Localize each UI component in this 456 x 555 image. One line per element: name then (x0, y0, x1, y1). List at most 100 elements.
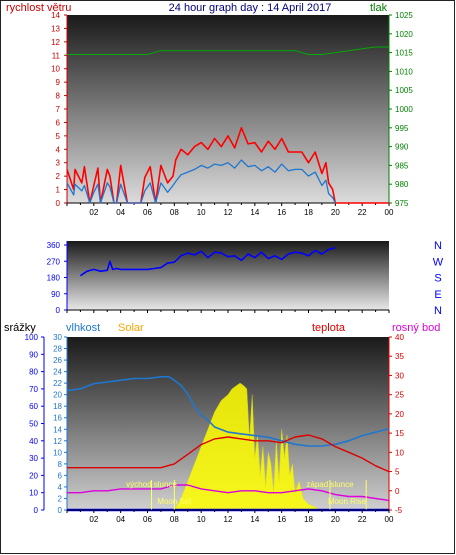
wind-average-line (66, 159, 336, 204)
rain-y-tick-label: 0 (34, 506, 39, 515)
wind-y-tick-label: 8 (56, 92, 61, 101)
humidity-y-tick-label: 22 (53, 379, 62, 388)
wind-direction-line (79, 246, 336, 277)
rain-y-tick-label: 40 (29, 437, 38, 446)
rain-y-tick-label: 70 (29, 385, 38, 394)
pressure-y-tick-label: 975 (395, 199, 409, 208)
wind-y-tick-label: 5 (56, 132, 61, 141)
humidity-y-tick-label: 10 (53, 448, 62, 457)
wind-y-tick-label: 10 (51, 65, 60, 74)
x-tick-label: 00 (385, 515, 394, 524)
rain-y-tick-label: 30 (29, 454, 38, 463)
event-label: východ slunce (126, 480, 177, 489)
wind-panel-background (67, 15, 389, 203)
rain-y-tick-label: 20 (29, 471, 38, 480)
wind-y-tick-label: 0 (56, 199, 61, 208)
pressure-axis-title: tlak (370, 2, 388, 14)
humidity-y-tick-label: 12 (53, 437, 62, 446)
humidity-line (66, 375, 390, 447)
x-tick-label: 16 (277, 208, 286, 217)
wind-y-tick-label: 2 (56, 172, 61, 181)
pressure-y-tick-label: 1005 (395, 86, 413, 95)
pressure-y-tick-label: 1025 (395, 11, 413, 20)
humidity-y-tick-label: 0 (58, 506, 63, 515)
humidity-y-tick-label: 26 (53, 356, 62, 365)
x-tick-label: 06 (143, 208, 152, 217)
compass-label: S (434, 273, 441, 285)
x-tick-label: 14 (250, 208, 259, 217)
humidity-y-tick-label: 8 (58, 460, 63, 469)
temperature-y-tick-label: 35 (395, 352, 404, 361)
x-tick-label: 20 (331, 208, 340, 217)
event-label: západ slunce (306, 480, 354, 489)
rain-y-tick-label: 90 (29, 350, 38, 359)
dewpoint-line (67, 484, 390, 502)
rain-y-tick-label: 100 (25, 333, 39, 342)
x-tick-label: 10 (197, 208, 206, 217)
pressure-y-tick-label: 990 (395, 143, 409, 152)
rain-y-tick-label: 60 (29, 402, 38, 411)
x-tick-label: 22 (358, 515, 367, 524)
humidity-y-tick-label: 24 (53, 368, 62, 377)
humidity-y-tick-label: 18 (53, 402, 62, 411)
wind-y-tick-label: 6 (56, 118, 61, 127)
temperature-y-tick-label: -5 (395, 506, 403, 515)
wind-y-tick-label: 4 (56, 145, 61, 154)
solar-area (173, 382, 322, 511)
pressure-y-tick-label: 985 (395, 161, 409, 170)
humidity-y-tick-label: 4 (58, 483, 63, 492)
wind-y-tick-label: 12 (51, 38, 60, 47)
direction-y-tick-label: 90 (51, 290, 60, 299)
wind-y-tick-label: 7 (56, 105, 61, 114)
event-label: Moon Rise (328, 497, 367, 506)
dewpoint-axis-title: rosný bod (392, 322, 440, 334)
rain-y-tick-label: 10 (29, 489, 38, 498)
wind-y-tick-label: 1 (56, 186, 61, 195)
direction-y-tick-label: 180 (47, 274, 61, 283)
event-label: Moon Set (157, 497, 192, 506)
temperature-y-tick-label: 15 (395, 429, 404, 438)
direction-y-tick-label: 360 (47, 241, 61, 250)
compass-label: N (434, 240, 442, 252)
weather-panel: 0102030405060708090100024681012141618202… (25, 333, 405, 524)
temperature-y-tick-label: 30 (395, 371, 404, 380)
humidity-y-tick-label: 16 (53, 414, 62, 423)
direction-y-tick-label: 270 (47, 257, 61, 266)
humidity-y-tick-label: 20 (53, 391, 62, 400)
compass-label: N (434, 305, 442, 317)
wind-panel: 0123456789101112131497598098599099510001… (51, 11, 413, 217)
x-tick-label: 20 (331, 515, 340, 524)
temperature-y-tick-label: 0 (395, 487, 400, 496)
direction-y-tick-label: 0 (56, 306, 61, 315)
wind-y-tick-label: 14 (51, 11, 60, 20)
wind-y-tick-label: 9 (56, 78, 61, 87)
x-tick-label: 10 (197, 515, 206, 524)
humidity-axis-title: vlhkost (66, 322, 100, 334)
pressure-y-tick-label: 995 (395, 124, 409, 133)
x-tick-label: 16 (277, 515, 286, 524)
humidity-y-tick-label: 14 (53, 425, 62, 434)
x-tick-label: 02 (89, 515, 98, 524)
x-tick-label: 12 (224, 515, 233, 524)
x-tick-label: 14 (250, 515, 259, 524)
wind-speed-axis-title: rychlost větru (6, 2, 71, 14)
pressure-y-tick-label: 1010 (395, 67, 413, 76)
solar-axis-title: Solar (118, 322, 144, 334)
wind-gust-line (66, 127, 389, 204)
humidity-y-tick-label: 2 (58, 494, 63, 503)
pressure-y-tick-label: 980 (395, 180, 409, 189)
temperature-axis-title: teplota (312, 322, 346, 334)
x-tick-label: 18 (304, 515, 313, 524)
rain-axis-title: srážky (4, 322, 36, 334)
temperature-y-tick-label: 5 (395, 468, 400, 477)
x-tick-label: 00 (385, 208, 394, 217)
temperature-y-tick-label: 25 (395, 391, 404, 400)
wind-y-tick-label: 3 (56, 159, 61, 168)
x-tick-label: 04 (116, 208, 125, 217)
wind-y-tick-label: 11 (52, 51, 61, 60)
pressure-y-tick-label: 1015 (395, 49, 413, 58)
wind-y-tick-label: 13 (51, 24, 60, 33)
